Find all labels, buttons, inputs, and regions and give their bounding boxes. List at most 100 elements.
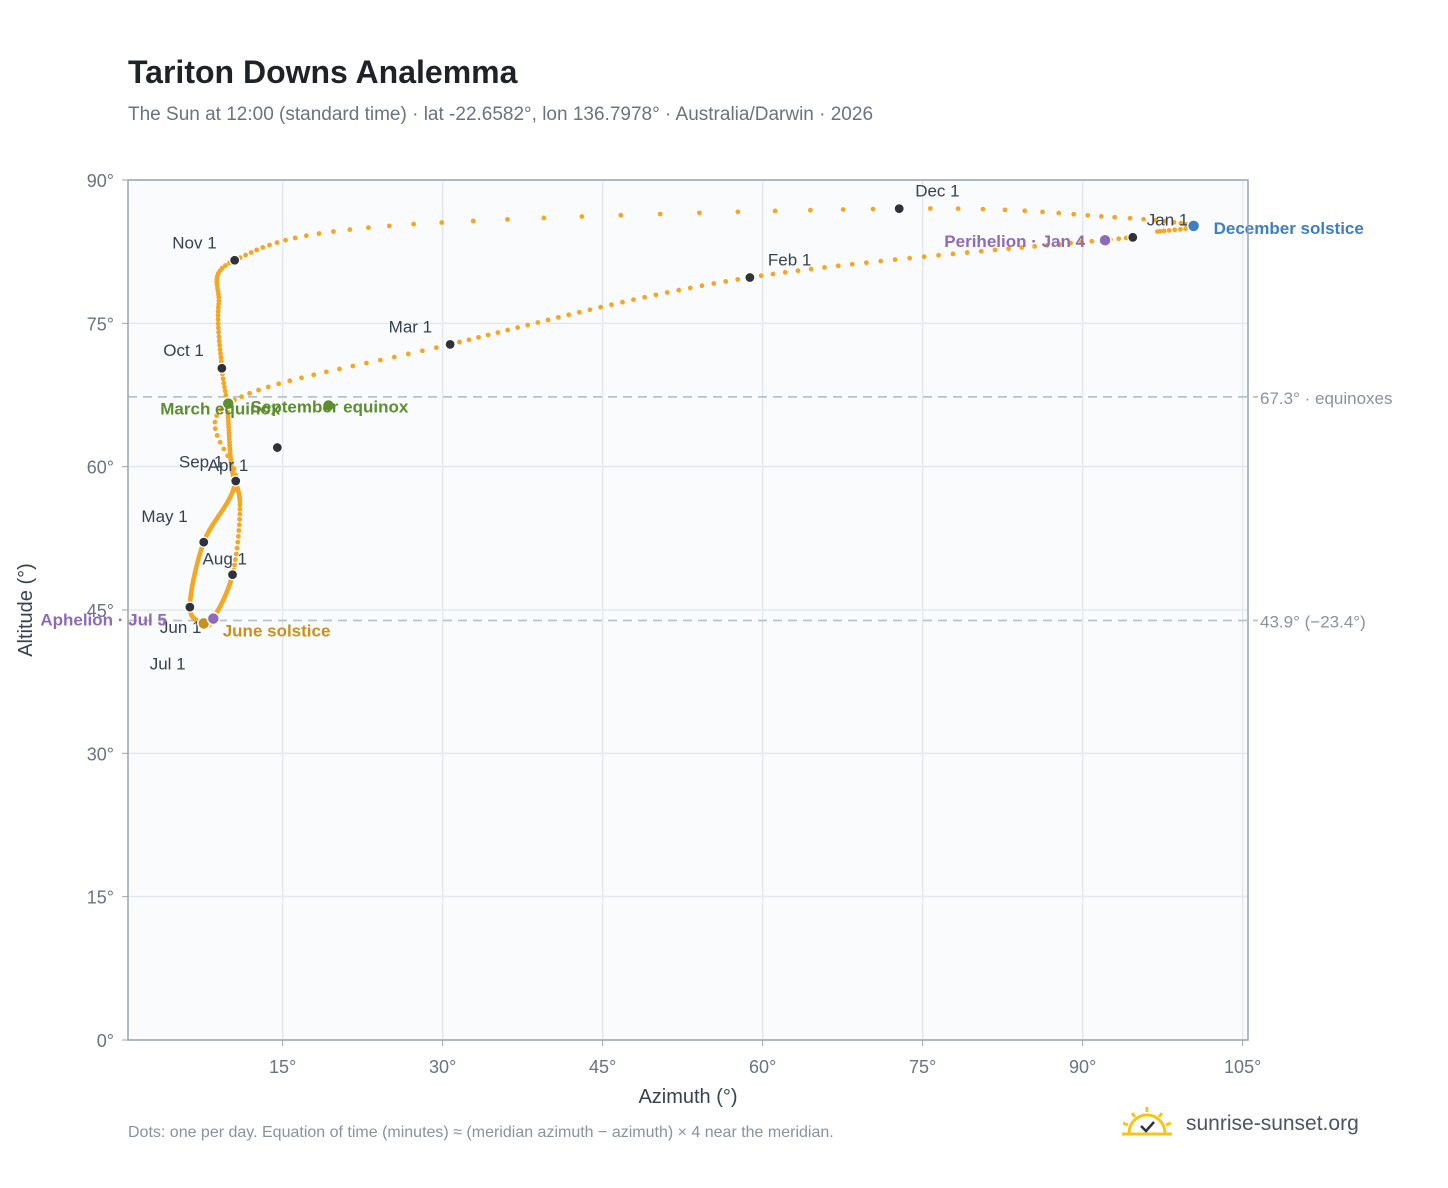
daily-dot bbox=[260, 245, 266, 250]
sun-logo-icon bbox=[1120, 1105, 1174, 1144]
daily-dot bbox=[878, 258, 884, 264]
daily-dot bbox=[980, 206, 986, 212]
daily-dot bbox=[215, 305, 221, 311]
event-label: Perihelion · Jan 4 bbox=[944, 232, 1085, 251]
daily-dot bbox=[1171, 219, 1177, 225]
daily-dot bbox=[664, 290, 670, 295]
month-label: Jul 1 bbox=[150, 654, 186, 673]
daily-dot bbox=[215, 325, 221, 331]
month-marker bbox=[1127, 231, 1139, 243]
daily-dot bbox=[676, 287, 682, 293]
daily-dot bbox=[223, 263, 228, 268]
daily-dot bbox=[215, 309, 221, 314]
event-marker bbox=[321, 398, 336, 413]
daily-dot bbox=[1032, 243, 1038, 249]
daily-dot bbox=[723, 279, 729, 284]
month-marker bbox=[229, 254, 241, 266]
daily-dot bbox=[217, 342, 223, 348]
daily-dot bbox=[978, 248, 984, 254]
event-label: December solstice bbox=[1214, 219, 1364, 238]
daily-dot bbox=[618, 212, 624, 218]
daily-dot bbox=[299, 375, 304, 381]
brand[interactable]: sunrise-sunset.org bbox=[1120, 1104, 1359, 1144]
daily-dot bbox=[1056, 241, 1062, 247]
daily-dot bbox=[303, 233, 309, 239]
daily-dot bbox=[216, 301, 222, 307]
daily-dot bbox=[964, 250, 970, 255]
daily-dot bbox=[657, 211, 663, 217]
daily-dot bbox=[770, 271, 776, 277]
daily-dot bbox=[955, 206, 961, 212]
daily-dot bbox=[439, 220, 445, 225]
daily-dot bbox=[214, 413, 220, 419]
daily-dot bbox=[254, 247, 260, 253]
daily-dot bbox=[433, 345, 439, 351]
grid bbox=[128, 179, 1248, 1041]
daily-dot bbox=[735, 277, 741, 282]
daily-dot bbox=[411, 221, 417, 227]
axis-ticks: 15° 30° 45° 60° 75° 90° 105° 0° 15° 30° 45° 60° 75° 9… bbox=[87, 171, 1262, 1077]
daily-dot bbox=[1116, 236, 1122, 242]
month-marker bbox=[444, 338, 456, 350]
daily-dot bbox=[219, 265, 225, 271]
daily-dot bbox=[505, 327, 511, 333]
daily-dot bbox=[223, 392, 229, 398]
y-tick-label: 30° bbox=[87, 744, 114, 764]
daily-dot bbox=[405, 351, 411, 357]
daily-dot bbox=[541, 215, 547, 221]
month-marker bbox=[230, 475, 242, 487]
daily-dot bbox=[220, 376, 226, 382]
daily-dot bbox=[1068, 240, 1074, 246]
daily-dot bbox=[545, 317, 551, 323]
daily-dot bbox=[1141, 216, 1146, 222]
daily-dot bbox=[215, 312, 221, 318]
x-tick-label: 30° bbox=[429, 1057, 456, 1077]
daily-dot bbox=[1089, 238, 1095, 244]
daily-dot bbox=[366, 225, 371, 231]
event-marker bbox=[206, 611, 221, 626]
daily-dot bbox=[870, 206, 876, 212]
daily-dot bbox=[221, 446, 227, 452]
daily-dot bbox=[1002, 207, 1008, 213]
event-marker bbox=[1186, 219, 1201, 233]
daily-dot bbox=[555, 314, 561, 320]
daily-dot bbox=[311, 372, 317, 378]
daily-dot bbox=[535, 320, 541, 325]
event-label: September equinox bbox=[251, 398, 409, 417]
daily-dot bbox=[419, 348, 425, 354]
reference-label: 67.3° · equinoxes bbox=[1260, 389, 1393, 408]
month-marker bbox=[744, 271, 756, 284]
daily-dot bbox=[243, 252, 249, 258]
daily-dot bbox=[1127, 215, 1133, 221]
daily-dot bbox=[927, 206, 933, 211]
daily-dot bbox=[214, 432, 220, 438]
daily-dot bbox=[1183, 226, 1189, 232]
y-tick-label: 75° bbox=[87, 314, 114, 334]
daily-dot bbox=[485, 332, 491, 338]
daily-dot bbox=[235, 533, 241, 539]
x-tick-label: 45° bbox=[589, 1057, 616, 1077]
event-label: March equinox bbox=[160, 400, 281, 419]
daily-dot bbox=[236, 522, 242, 528]
daily-dot bbox=[218, 351, 223, 357]
daily-dot bbox=[237, 511, 243, 517]
daily-dot bbox=[711, 281, 717, 286]
daily-dot bbox=[337, 366, 342, 372]
daily-dot bbox=[377, 357, 383, 363]
daily-dot bbox=[992, 247, 998, 253]
daily-dot bbox=[386, 223, 392, 229]
daily-dot bbox=[864, 260, 869, 266]
daily-dot bbox=[631, 297, 636, 303]
daily-dot bbox=[1098, 213, 1104, 219]
daily-dot bbox=[1163, 218, 1168, 224]
daily-dot bbox=[217, 347, 223, 352]
daily-dot bbox=[476, 334, 481, 340]
daily-dot bbox=[216, 329, 222, 335]
daily-dot bbox=[234, 545, 240, 551]
daily-dot bbox=[587, 307, 593, 313]
daily-dot bbox=[237, 516, 243, 522]
daily-dot bbox=[1172, 227, 1178, 233]
daily-dot bbox=[217, 439, 223, 445]
daily-dot bbox=[215, 317, 221, 322]
